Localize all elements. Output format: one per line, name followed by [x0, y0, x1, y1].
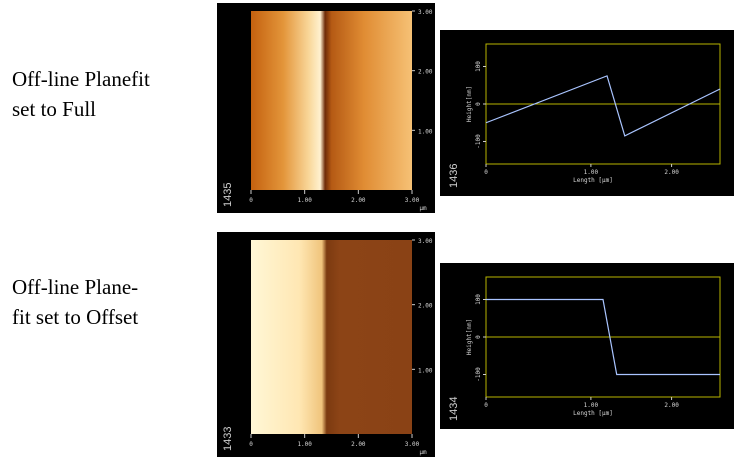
y-tick-label: 2.00: [418, 69, 433, 76]
profile-id-label: 1436: [448, 164, 460, 188]
y-tick-label: 3.00: [418, 238, 433, 245]
x-tick-label: 0: [484, 169, 488, 176]
caption-full: Off-line Planefit set to Full: [12, 64, 150, 124]
y-axis-label: Height[nm]: [466, 319, 473, 355]
profile-line: [485, 75, 721, 137]
caption-offset: Off-line Plane- fit set to Offset: [12, 272, 138, 332]
caption-line: Off-line Planefit: [12, 67, 150, 91]
profile-chart-offset: 100 0 -100 0 1.00 2.00 Length [µm] Height[nm] 14…: [440, 263, 734, 429]
x-tick-label: 2.00: [351, 197, 366, 204]
x-tick-label: 0: [249, 441, 253, 448]
y-tick-label: 3.00: [418, 9, 433, 16]
y-tick-label: -100: [475, 134, 482, 149]
x-tick-label: 0: [484, 402, 488, 409]
caption-line: fit set to Offset: [12, 305, 139, 329]
y-tick-label: 100: [475, 294, 482, 305]
y-tick-label: 100: [475, 61, 482, 72]
x-tick-label: 2.00: [664, 169, 679, 176]
profile-svg: 100 0 -100 0 1.00 2.00 Length [µm] Height[nm] 14…: [448, 276, 721, 421]
x-axis-label: Length [µm]: [573, 410, 613, 417]
profile-svg: 100 0 -100 0 1.00 2.00 Length [µm] Height[nm] 14…: [448, 43, 721, 188]
x-tick-label: 2.00: [351, 441, 366, 448]
afm-image-full: 0 1.00 2.00 3.00 µm 3.00 2.00 1.00 1435: [217, 3, 435, 213]
y-axis-label: Height[nm]: [466, 86, 473, 122]
x-unit-label: µm: [419, 449, 427, 456]
y-tick-label: -100: [475, 367, 482, 382]
x-tick-label: 1.00: [584, 402, 599, 409]
y-tick-label: 2.00: [418, 303, 433, 310]
profile-id-label: 1434: [448, 397, 460, 421]
image-id-label: 1433: [222, 427, 234, 451]
y-tick-label: 1.00: [418, 128, 433, 135]
caption-line: Off-line Plane-: [12, 275, 139, 299]
x-tick-label: 1.00: [297, 441, 312, 448]
caption-line: set to Full: [12, 97, 97, 121]
x-tick-label: 1.00: [584, 169, 599, 176]
x-tick-label: 0: [249, 197, 253, 204]
x-tick-label: 3.00: [405, 197, 420, 204]
image-id-label: 1435: [222, 183, 234, 207]
y-tick-label: 0: [475, 102, 482, 106]
x-unit-label: µm: [419, 205, 427, 212]
x-tick-label: 2.00: [664, 402, 679, 409]
afm-height-map: [251, 240, 412, 434]
x-axis-label: Length [µm]: [573, 177, 613, 184]
afm-image-offset: 0 1.00 2.00 3.00 µm 3.00 2.00 1.00 1433: [217, 232, 435, 457]
afm-height-map: [251, 11, 412, 190]
y-tick-label: 0: [475, 335, 482, 339]
profile-line: [486, 298, 720, 376]
x-tick-label: 1.00: [297, 197, 312, 204]
x-tick-label: 3.00: [405, 441, 420, 448]
profile-chart-full: 100 0 -100 0 1.00 2.00 Length [µm] Height[nm] 14…: [440, 30, 734, 196]
y-tick-label: 1.00: [418, 367, 433, 374]
